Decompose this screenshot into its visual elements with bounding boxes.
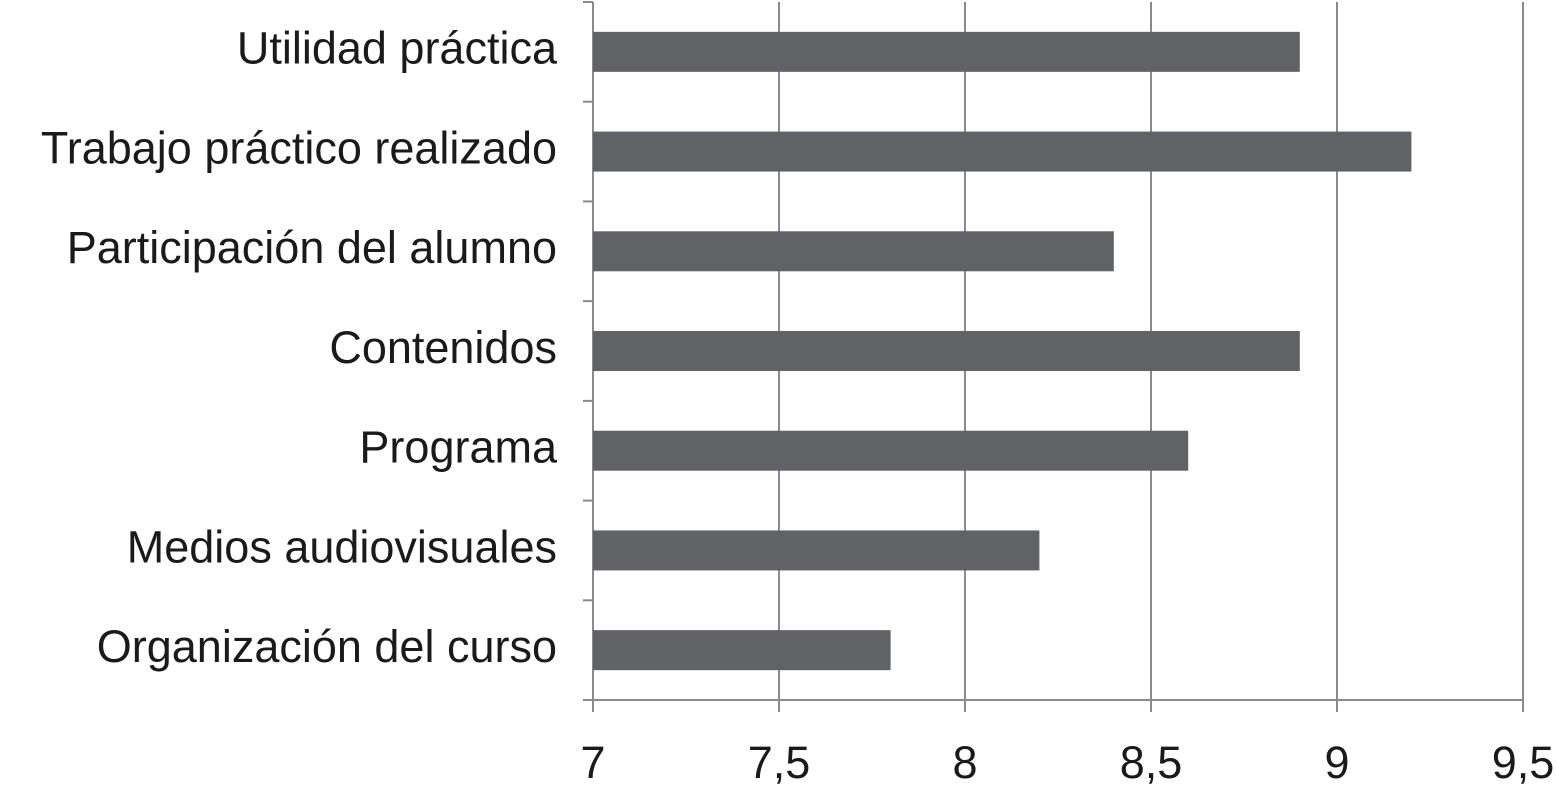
x-tick-label: 9 — [1324, 737, 1349, 788]
x-tick-label: 7,5 — [748, 737, 811, 788]
bar — [593, 131, 1412, 172]
y-tick-label: Trabajo práctico realizado — [41, 122, 557, 173]
bar — [593, 630, 891, 671]
y-tick-label: Contenidos — [329, 322, 557, 373]
bar — [593, 331, 1300, 371]
y-tick-label: Utilidad práctica — [237, 23, 558, 74]
y-tick-label: Programa — [359, 422, 558, 473]
x-tick-label: 8 — [952, 737, 977, 788]
x-tick-label: 8,5 — [1120, 737, 1183, 788]
y-tick-label: Organización del curso — [97, 621, 557, 672]
y-tick-label: Medios audiovisuales — [127, 521, 557, 572]
x-tick-label: 9,5 — [1492, 737, 1555, 788]
x-tick-label: 7 — [580, 737, 605, 788]
bar — [593, 231, 1114, 272]
bar — [593, 430, 1189, 471]
bar — [593, 530, 1040, 571]
y-tick-label: Participación del alumno — [67, 222, 557, 273]
bar — [593, 31, 1300, 72]
